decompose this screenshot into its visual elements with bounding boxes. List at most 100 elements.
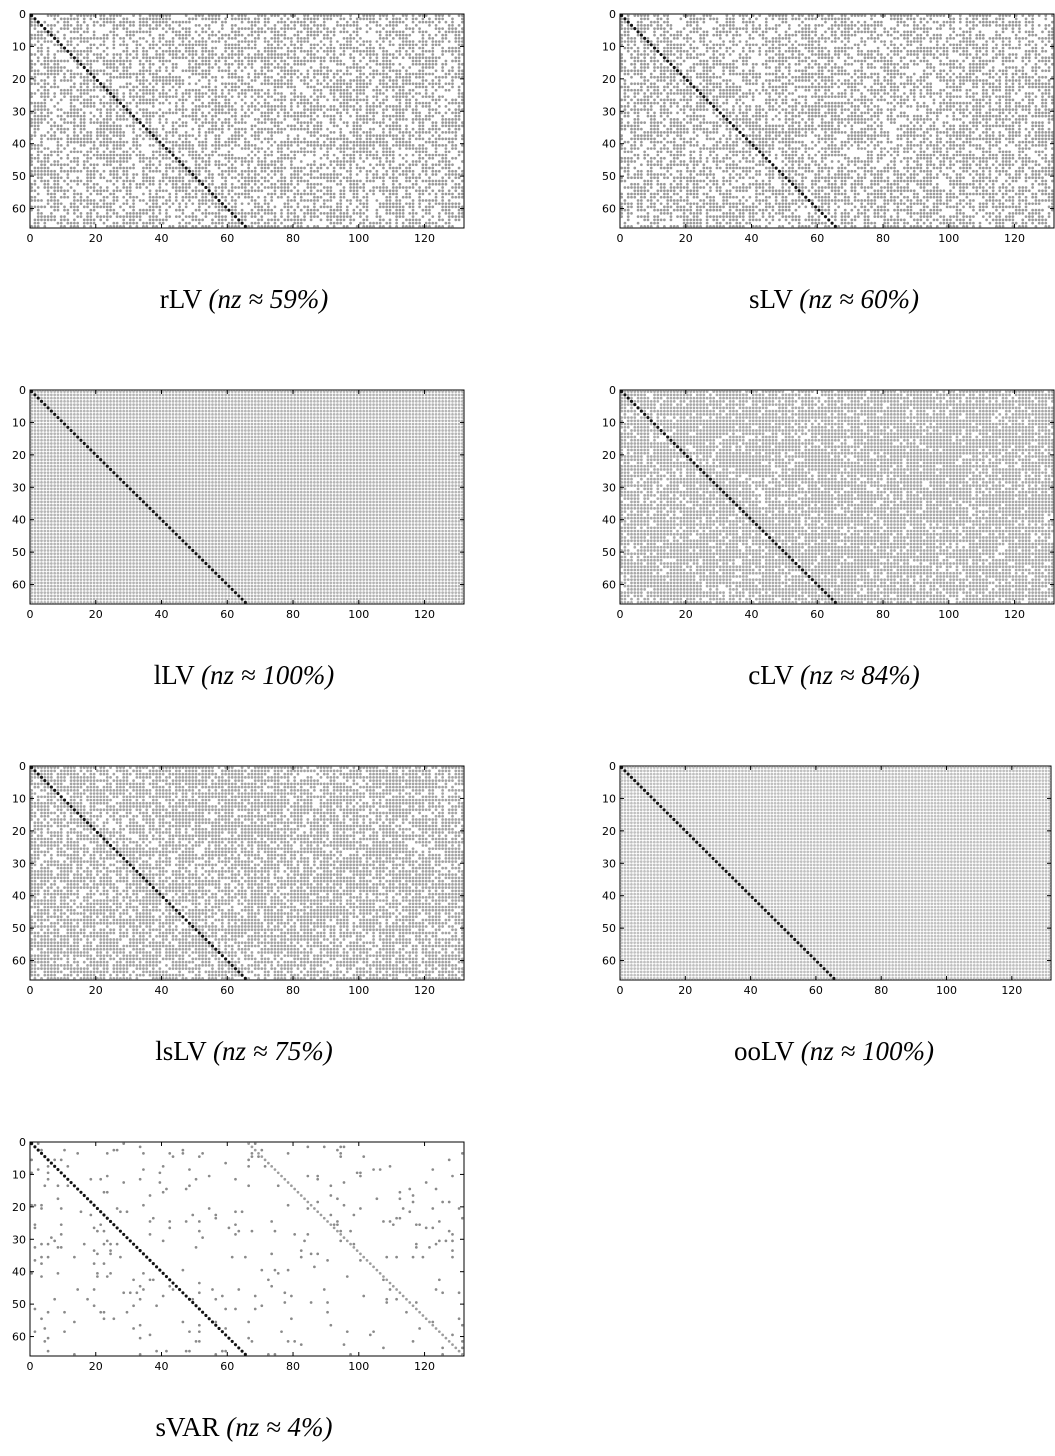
nonzero-entry <box>280 69 283 73</box>
nonzero-entry <box>224 140 227 144</box>
nonzero-entry <box>267 101 270 105</box>
nonzero-entry <box>112 130 116 134</box>
nonzero-entry <box>53 82 57 86</box>
nonzero-entry <box>244 176 247 180</box>
nonzero-entry <box>326 30 329 34</box>
nonzero-entry <box>457 49 461 53</box>
nonzero-entry <box>96 215 99 219</box>
nonzero-entry <box>197 173 201 176</box>
nonzero-entry <box>339 147 343 150</box>
nonzero-entry <box>158 118 162 121</box>
nonzero-entry <box>125 166 129 170</box>
nonzero-entry <box>59 49 63 53</box>
nonzero-entry <box>46 186 50 189</box>
nonzero-entry <box>40 108 43 112</box>
nonzero-entry <box>69 43 73 47</box>
nonzero-entry <box>322 163 326 167</box>
nonzero-entry <box>336 163 339 167</box>
nonzero-entry <box>461 40 464 43</box>
nonzero-entry <box>128 101 132 105</box>
nonzero-entry <box>155 130 158 134</box>
nonzero-entry <box>30 169 33 173</box>
nonzero-entry <box>171 160 175 163</box>
nonzero-entry <box>296 121 300 124</box>
nonzero-entry <box>293 137 297 141</box>
nonzero-entry <box>79 82 83 86</box>
nonzero-entry <box>194 192 198 196</box>
nonzero-entry <box>352 98 356 102</box>
nonzero-entry <box>378 143 382 147</box>
nonzero-entry <box>342 218 346 222</box>
nonzero-entry <box>267 79 270 82</box>
nonzero-entry <box>454 59 458 63</box>
nonzero-entry <box>33 199 37 202</box>
nonzero-entry <box>240 176 244 180</box>
nonzero-entry <box>227 121 231 124</box>
nonzero-entry <box>375 30 379 34</box>
nonzero-entry <box>401 36 405 40</box>
nonzero-entry <box>165 215 168 219</box>
nonzero-entry <box>395 176 398 180</box>
nonzero-entry <box>332 85 336 89</box>
nonzero-entry <box>322 186 326 189</box>
nonzero-entry <box>59 27 63 30</box>
nonzero-entry <box>36 36 40 40</box>
nonzero-entry <box>451 75 454 79</box>
nonzero-entry <box>457 166 461 170</box>
nonzero-entry <box>36 23 40 27</box>
nonzero-entry <box>313 212 316 215</box>
nonzero-entry <box>86 153 89 157</box>
nonzero-entry <box>345 199 349 202</box>
nonzero-entry <box>122 143 126 147</box>
nonzero-entry <box>119 59 122 63</box>
nonzero-entry <box>73 156 76 160</box>
nonzero-entry <box>135 105 139 108</box>
nonzero-entry <box>191 169 195 173</box>
nonzero-entry <box>109 17 112 21</box>
nonzero-entry <box>237 17 241 21</box>
nonzero-entry <box>303 153 306 157</box>
nonzero-entry <box>102 17 106 21</box>
nonzero-entry <box>461 53 464 56</box>
nonzero-entry <box>280 182 283 186</box>
nonzero-entry <box>395 23 398 27</box>
nonzero-entry <box>437 202 441 206</box>
nonzero-entry <box>418 150 421 154</box>
nonzero-entry <box>151 43 155 47</box>
nonzero-entry <box>316 143 320 147</box>
nonzero-entry <box>411 160 415 163</box>
nonzero-entry <box>36 199 40 202</box>
nonzero-entry <box>405 166 408 170</box>
nonzero-entry <box>63 189 66 193</box>
nonzero-entry <box>30 36 33 40</box>
nonzero-entry <box>50 27 53 30</box>
nonzero-entry <box>53 121 57 124</box>
nonzero-entry <box>178 169 181 173</box>
nonzero-entry <box>247 176 250 180</box>
nonzero-entry <box>316 82 320 86</box>
nonzero-entry <box>280 82 283 86</box>
nonzero-entry <box>437 218 441 222</box>
nonzero-entry <box>414 43 418 47</box>
nonzero-entry <box>30 137 33 141</box>
nonzero-entry <box>270 14 274 17</box>
nonzero-entry <box>309 173 313 176</box>
nonzero-entry <box>368 118 372 121</box>
nonzero-entry <box>145 69 149 73</box>
nonzero-entry <box>388 205 392 209</box>
nonzero-entry <box>115 105 119 108</box>
nonzero-entry <box>336 14 339 17</box>
nonzero-entry <box>30 75 33 79</box>
nonzero-entry <box>135 153 139 157</box>
nonzero-entry <box>102 62 106 66</box>
nonzero-entry <box>309 118 313 121</box>
nonzero-entry <box>43 160 47 163</box>
nonzero-entry <box>66 137 70 141</box>
nonzero-entry <box>76 111 80 115</box>
nonzero-entry <box>155 134 158 137</box>
nonzero-entry <box>293 208 297 212</box>
nonzero-entry <box>56 163 60 167</box>
nonzero-entry <box>79 195 83 199</box>
nonzero-entry <box>313 36 316 40</box>
nonzero-entry <box>447 160 451 163</box>
